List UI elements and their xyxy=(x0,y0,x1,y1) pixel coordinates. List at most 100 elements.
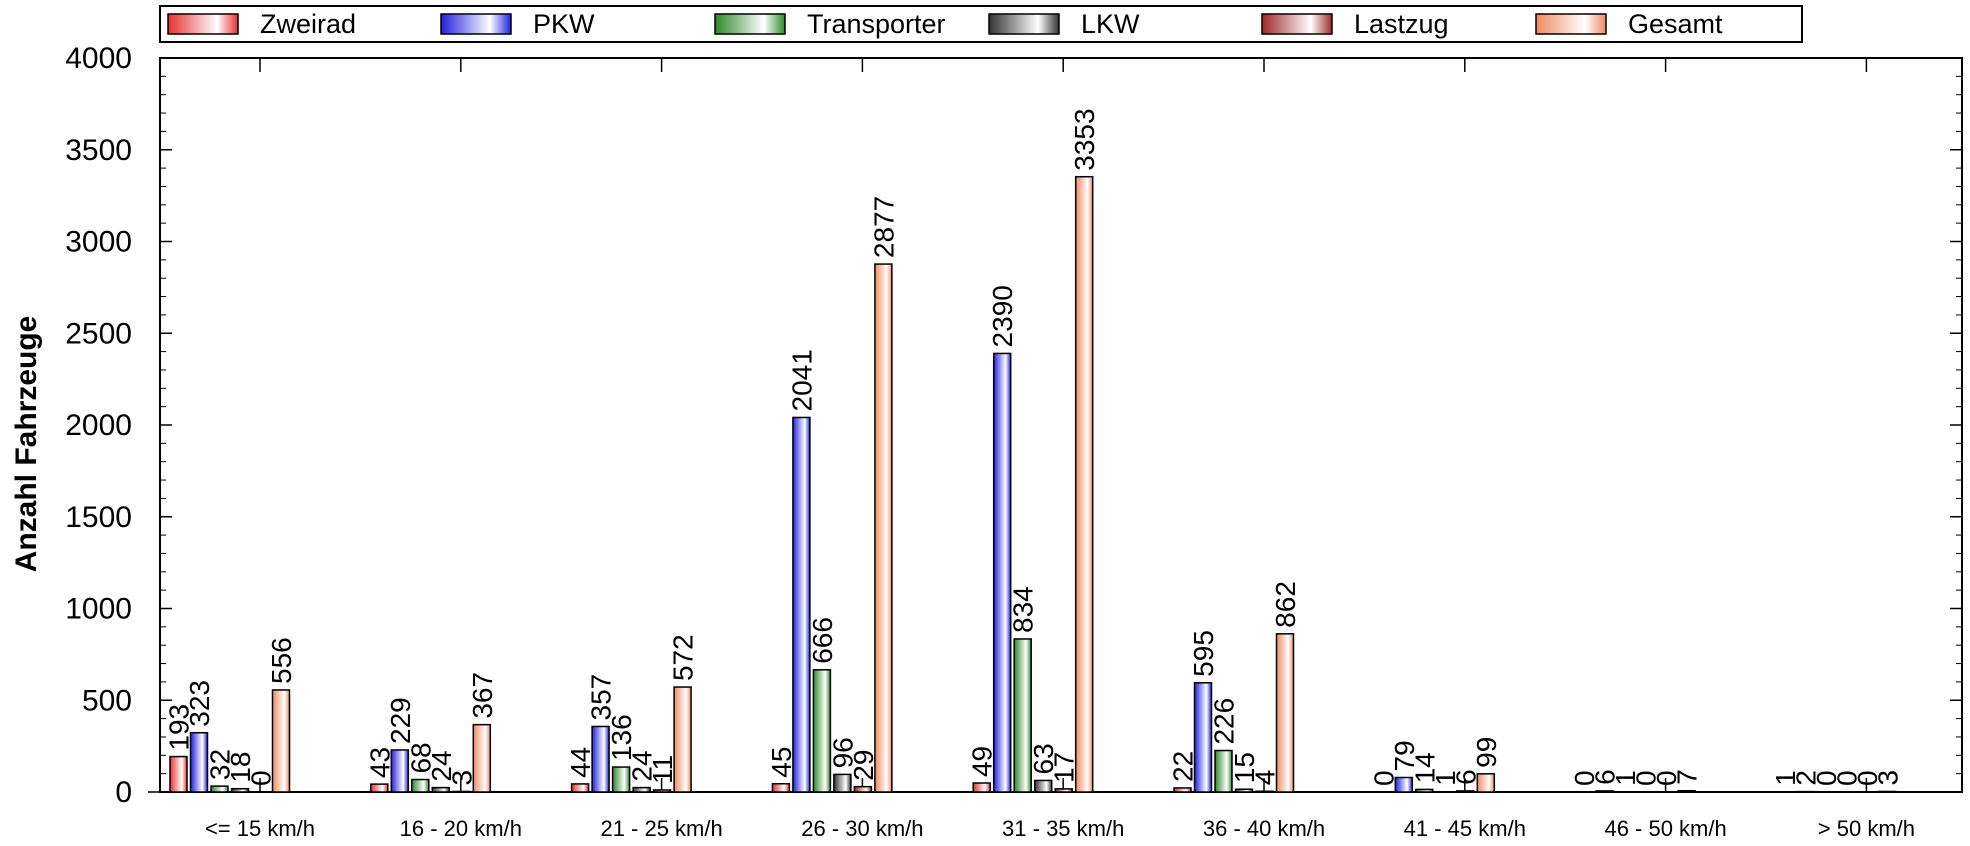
bar-lastzug-2 xyxy=(452,790,471,793)
data-label-lastzug-3: 11 xyxy=(647,755,678,784)
bar-transporter-5 xyxy=(1013,638,1032,793)
data-label-pkw-1: 323 xyxy=(184,680,215,727)
bar-gesamt-4 xyxy=(874,263,893,793)
data-label-transporter-7: 14 xyxy=(1409,752,1440,783)
bar-transporter-4 xyxy=(812,669,832,793)
y-tick-label: 2500 xyxy=(65,317,132,350)
data-label-transporter-9: 0 xyxy=(1811,770,1842,786)
y-tick-label: 500 xyxy=(82,684,132,717)
bar-lkw-5 xyxy=(1033,779,1053,793)
x-category-label: 26 - 30 km/h xyxy=(801,816,923,841)
bar-lastzug-4 xyxy=(853,785,873,793)
bar-gesamt-5 xyxy=(1074,175,1094,793)
bar-zweirad-2 xyxy=(370,783,389,793)
bar-gesamt-3 xyxy=(673,686,692,793)
bar-lkw-4 xyxy=(833,773,852,793)
bar-lkw-3 xyxy=(632,786,651,793)
x-category-label: 31 - 35 km/h xyxy=(1002,816,1124,841)
legend-swatch-gesamt xyxy=(1535,13,1607,35)
legend-label-gesamt: Gesamt xyxy=(1628,9,1723,39)
data-label-pkw-7: 79 xyxy=(1389,740,1420,771)
bar-pkw-7 xyxy=(1394,776,1414,793)
data-label-gesamt-1: 556 xyxy=(266,637,297,684)
legend-swatch-zweirad xyxy=(167,13,239,35)
data-label-zweirad-3: 44 xyxy=(565,747,596,778)
legend-swatch-pkw xyxy=(440,13,512,35)
data-label-zweirad-6: 22 xyxy=(1168,751,1199,782)
y-tick-label: 3500 xyxy=(65,134,132,167)
y-axis-title: Anzahl Fahrzeuge xyxy=(10,316,43,573)
bars xyxy=(169,175,1897,793)
bar-transporter-7 xyxy=(1415,788,1434,793)
plot-frame xyxy=(159,57,1963,793)
data-label-transporter-1: 32 xyxy=(205,749,236,780)
bar-zweirad-1 xyxy=(169,755,188,793)
data-label-pkw-6: 595 xyxy=(1188,630,1219,677)
bar-gesamt-1 xyxy=(271,689,291,793)
data-label-transporter-8: 1 xyxy=(1610,770,1641,786)
bar-gesamt-8 xyxy=(1677,789,1696,793)
data-label-zweirad-1: 193 xyxy=(164,704,195,751)
data-label-transporter-5: 834 xyxy=(1008,586,1039,633)
y-tick-label: 1000 xyxy=(65,593,132,626)
bar-lastzug-3 xyxy=(652,789,672,793)
data-label-transporter-4: 666 xyxy=(807,617,838,664)
data-label-lastzug-1: 0 xyxy=(246,770,277,786)
y-tick-label: 0 xyxy=(115,776,132,809)
bar-pkw-2 xyxy=(390,749,410,793)
legend-label-lkw: LKW xyxy=(1081,9,1140,39)
bar-zweirad-6 xyxy=(1173,787,1192,793)
data-label-lkw-4: 96 xyxy=(827,737,858,768)
legend: Zweirad PKW Transporter LKW Lastzug Gesamt xyxy=(159,5,1803,43)
plot-area xyxy=(159,57,1963,793)
data-label-gesamt-7: 99 xyxy=(1471,737,1502,768)
bar-gesamt-9 xyxy=(1878,790,1897,793)
legend-swatch-lkw xyxy=(988,13,1060,35)
data-label-lkw-9: 0 xyxy=(1831,770,1862,786)
data-label-lastzug-8: 0 xyxy=(1651,770,1682,786)
data-label-pkw-8: 6 xyxy=(1590,769,1621,785)
bar-pkw-3 xyxy=(591,725,610,793)
data-label-gesamt-5: 3353 xyxy=(1069,108,1100,170)
bar-transporter-3 xyxy=(611,766,631,793)
bar-zweirad-3 xyxy=(570,783,590,793)
data-label-pkw-4: 2041 xyxy=(786,349,817,411)
data-label-gesamt-8: 7 xyxy=(1672,769,1703,785)
data-label-lastzug-7: 6 xyxy=(1450,769,1481,785)
data-label-zweirad-5: 49 xyxy=(967,746,998,777)
x-category-label: <= 15 km/h xyxy=(205,816,315,841)
data-label-gesamt-3: 572 xyxy=(668,634,699,681)
bar-zweirad-5 xyxy=(972,782,991,793)
bar-gesamt-7 xyxy=(1476,773,1496,793)
data-label-zweirad-9: 1 xyxy=(1770,770,1801,786)
legend-label-zweirad: Zweirad xyxy=(260,9,356,39)
bar-zweirad-4 xyxy=(771,782,791,793)
x-axis: <= 15 km/h 16 - 20 km/h 21 - 25 km/h 26 - 3… xyxy=(205,58,1915,841)
data-label-zweirad-2: 43 xyxy=(364,747,395,778)
bar-transporter-2 xyxy=(411,778,430,793)
data-label-pkw-3: 357 xyxy=(586,674,617,721)
y-tick-label: 1500 xyxy=(65,501,132,534)
bar-pkw-8 xyxy=(1595,790,1614,793)
data-label-lkw-2: 24 xyxy=(426,750,457,781)
data-label-lkw-6: 15 xyxy=(1229,752,1260,783)
data-label-lkw-5: 63 xyxy=(1028,743,1059,774)
legend-swatch-lastzug xyxy=(1261,13,1333,35)
data-label-zweirad-8: 0 xyxy=(1569,770,1600,786)
bar-gesamt-2 xyxy=(472,723,492,793)
bar-pkw-4 xyxy=(792,416,811,793)
bar-lkw-6 xyxy=(1234,788,1254,793)
bar-transporter-1 xyxy=(210,785,229,793)
legend-label-lastzug: Lastzug xyxy=(1354,9,1449,39)
data-label-transporter-2: 68 xyxy=(405,742,436,773)
bar-lkw-2 xyxy=(431,786,451,793)
data-label-lastzug-2: 3 xyxy=(446,770,477,786)
data-label-zweirad-7: 0 xyxy=(1368,770,1399,786)
data-label-lastzug-5: 17 xyxy=(1049,752,1080,783)
data-label-lastzug-6: 4 xyxy=(1250,770,1281,786)
legend-label-pkw: PKW xyxy=(533,9,595,39)
bar-pkw-1 xyxy=(189,731,209,793)
data-label-transporter-6: 226 xyxy=(1209,698,1240,745)
